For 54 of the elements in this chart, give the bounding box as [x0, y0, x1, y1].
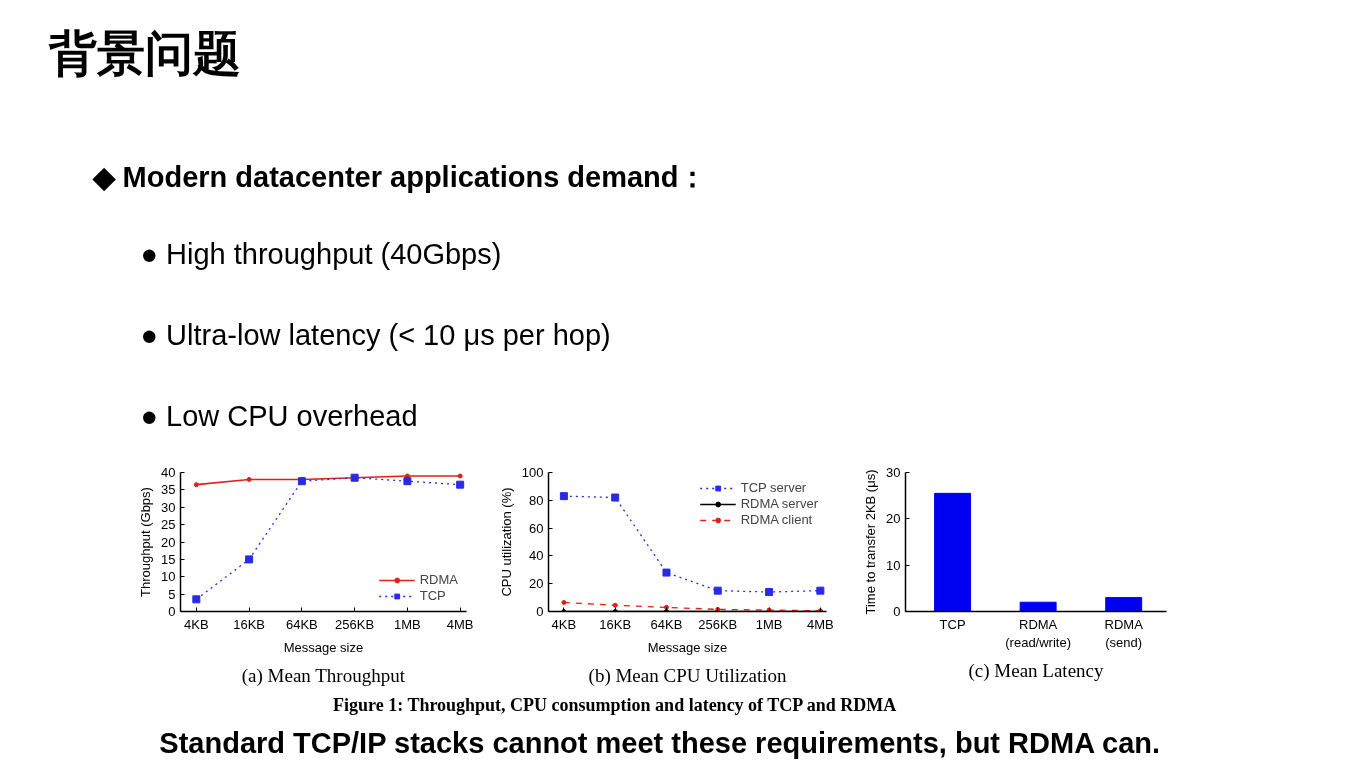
x-axis-title: Message size [647, 639, 728, 655]
y-tick-label: 0 [536, 604, 544, 619]
y-tick-label: 10 [161, 569, 176, 585]
y-tick-label: 80 [529, 492, 544, 508]
legend-label: RDMA server [740, 496, 818, 511]
x-tick-label: 16KB [233, 616, 266, 632]
y-tick-label: 60 [529, 520, 544, 536]
y-tick-label: 10 [886, 557, 901, 573]
y-tick-label: 0 [168, 604, 176, 619]
caption: Figure 1: Throughput, CPU consumption and latency of TCP and RDMA [333, 694, 897, 715]
x-axis-title: Message size [283, 639, 364, 655]
x-tick-label: 256KB [335, 616, 375, 632]
y-tick-label: 25 [161, 517, 176, 533]
y-tick-label: 0 [893, 604, 901, 619]
y-tick-label: 100 [521, 465, 544, 480]
y-tick-label: 30 [161, 499, 176, 515]
text: ◆ Modern datacenter applications demand： [91, 160, 708, 193]
text: (b) Mean CPU Utilization [588, 664, 787, 687]
y-tick-label: 20 [529, 576, 544, 592]
y-tick-label: 30 [886, 465, 901, 480]
text: Standard TCP/IP stacks cannot meet these requirements, but RDMA can. [159, 726, 1161, 759]
x-tick-label: 4KB [184, 616, 209, 632]
x-tick-label: 64KB [650, 616, 683, 632]
y-tick-label: 20 [886, 511, 901, 527]
y-tick-label: 20 [161, 534, 176, 550]
text: ● Low CPU overhead [140, 399, 418, 432]
y-tick-label: 35 [161, 482, 176, 498]
x-tick-label: 1MB [394, 616, 421, 632]
legend-label: RDMA [419, 572, 458, 587]
x-tick-label: 4MB [446, 616, 474, 632]
y-axis-title: Time to transfer 2KB (μs) [863, 469, 879, 615]
y-tick-label: 40 [529, 548, 544, 564]
legend-label: TCP server [740, 480, 807, 495]
y-axis-title: Throughput (Gbps) [138, 487, 154, 597]
text: 背景问题 [47, 24, 241, 81]
text: (c) Mean Latency [968, 659, 1105, 682]
y-axis-title: CPU utilization (%) [498, 487, 514, 597]
y-tick-label: 15 [161, 551, 176, 567]
x-tick-label: 1MB [755, 616, 783, 632]
x-tick-label: 256KB [698, 616, 738, 632]
legend-label: RDMA client [740, 512, 813, 527]
x-tick-label: 64KB [285, 616, 318, 632]
x-tick-label: RDMA (send) [1104, 616, 1144, 650]
x-tick-label: RDMA (read/write) [1005, 616, 1072, 650]
x-tick-label: 4MB [806, 616, 834, 632]
text: (a) Mean Throughput [241, 664, 406, 687]
text: ● High throughput (40Gbps) [140, 237, 502, 270]
y-tick-label: 5 [168, 586, 176, 602]
y-tick-label: 40 [161, 465, 176, 480]
x-tick-label: TCP [939, 616, 966, 632]
x-tick-label: 16KB [599, 616, 632, 632]
legend-label: TCP [419, 588, 446, 603]
x-tick-label: 4KB [551, 616, 577, 632]
text: ● Ultra-low latency (< 10 μs per hop) [140, 318, 611, 351]
